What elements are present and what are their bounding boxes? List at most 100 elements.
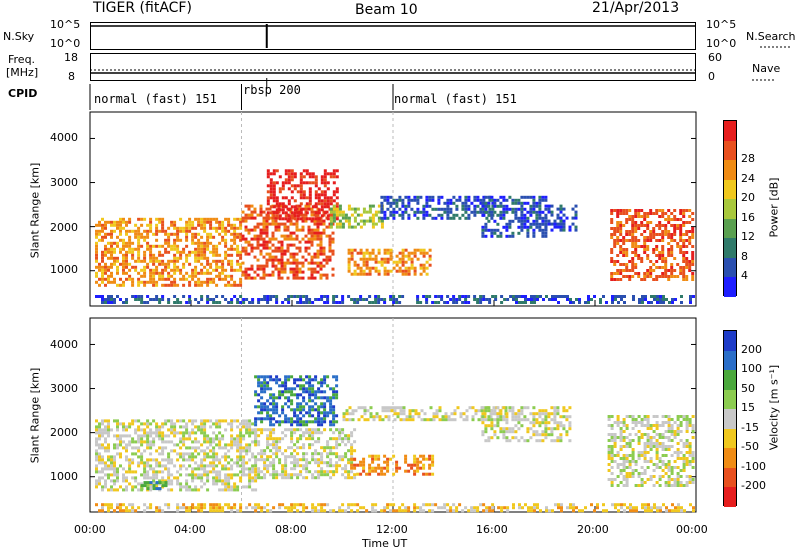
data-cell-velocity xyxy=(452,509,456,513)
data-cell-velocity xyxy=(375,415,379,419)
data-cell-velocity xyxy=(311,393,315,397)
data-cell-power xyxy=(319,234,323,238)
data-cell-power xyxy=(487,204,491,208)
data-cell-velocity xyxy=(227,473,231,477)
data-cell-velocity xyxy=(408,415,412,419)
data-cell-power xyxy=(365,298,369,301)
data-cell-velocity xyxy=(119,464,122,468)
data-cell-power xyxy=(670,233,674,236)
data-cell-power xyxy=(310,243,314,247)
data-cell-power xyxy=(350,207,354,211)
data-cell-power xyxy=(269,181,273,185)
data-cell-velocity xyxy=(254,467,258,471)
data-cell-power xyxy=(134,295,138,298)
data-cell-velocity xyxy=(386,469,390,473)
data-cell-velocity xyxy=(125,485,128,489)
data-cell-velocity xyxy=(155,473,159,477)
data-cell-power xyxy=(535,210,539,214)
data-cell-power xyxy=(437,295,441,298)
data-cell-power xyxy=(244,216,248,220)
data-cell-power xyxy=(179,226,183,230)
data-cell-velocity xyxy=(230,485,234,489)
data-cell-power xyxy=(386,248,390,252)
data-cell-velocity xyxy=(431,472,435,476)
data-cell-power xyxy=(691,278,695,281)
data-cell-power xyxy=(685,266,689,269)
data-cell-power xyxy=(107,301,110,304)
data-cell-velocity xyxy=(514,412,518,416)
data-cell-power xyxy=(383,272,387,276)
data-cell-power xyxy=(295,237,299,241)
data-cell-power xyxy=(679,266,683,269)
data-cell-velocity xyxy=(320,452,324,456)
data-cell-velocity xyxy=(383,506,387,510)
data-cell-power xyxy=(559,219,563,223)
data-cell-power xyxy=(230,298,234,301)
data-cell-power xyxy=(298,261,302,265)
data-cell-velocity xyxy=(416,457,420,461)
data-cell-power xyxy=(467,216,471,220)
data-cell-velocity xyxy=(131,476,135,480)
data-cell-velocity xyxy=(637,436,641,439)
data-cell-power xyxy=(283,228,287,232)
data-cell-power xyxy=(314,190,318,194)
data-cell-power xyxy=(541,216,545,220)
data-cell-power xyxy=(281,187,285,191)
data-cell-power xyxy=(356,272,360,276)
data-cell-power xyxy=(104,223,107,227)
data-cell-power xyxy=(227,280,231,284)
data-cell-power xyxy=(526,231,530,235)
data-cell-velocity xyxy=(649,436,653,439)
data-cell-velocity xyxy=(622,469,626,472)
data-cell-power xyxy=(655,248,659,251)
data-cell-power xyxy=(511,231,515,235)
data-cell-velocity xyxy=(188,473,192,477)
data-cell-velocity xyxy=(284,476,288,480)
data-cell-velocity xyxy=(95,458,98,462)
data-cell-velocity xyxy=(179,482,183,486)
nave-label: Nave xyxy=(752,62,781,75)
data-cell-velocity xyxy=(431,463,435,467)
data-cell-power xyxy=(110,256,113,260)
data-cell-velocity xyxy=(149,481,153,485)
data-cell-velocity xyxy=(194,476,198,480)
data-cell-power xyxy=(616,215,620,218)
data-cell-velocity xyxy=(236,440,240,444)
data-cell-power xyxy=(266,184,270,188)
data-cell-power xyxy=(508,219,512,223)
data-cell-velocity xyxy=(664,445,668,448)
data-cell-velocity xyxy=(640,418,644,421)
data-cell-power xyxy=(416,201,420,205)
data-cell-power xyxy=(359,251,363,255)
data-cell-power xyxy=(613,242,617,245)
data-cell-power xyxy=(640,215,644,218)
data-cell-power xyxy=(262,228,266,232)
data-cell-velocity xyxy=(393,412,397,416)
data-cell-power xyxy=(272,181,276,185)
data-cell-velocity xyxy=(239,446,243,450)
data-cell-velocity xyxy=(146,425,150,429)
data-cell-velocity xyxy=(269,375,273,379)
data-cell-velocity xyxy=(326,473,330,477)
data-cell-velocity xyxy=(607,469,611,472)
data-cell-power xyxy=(316,264,320,268)
data-cell-power xyxy=(167,265,171,269)
data-cell-power xyxy=(481,207,485,211)
data-cell-power xyxy=(244,219,248,223)
data-cell-velocity xyxy=(260,375,264,379)
data-cell-velocity xyxy=(383,454,387,458)
data-cell-power xyxy=(550,228,554,232)
data-cell-power xyxy=(685,221,689,224)
data-cell-velocity xyxy=(263,467,267,471)
data-cell-power xyxy=(265,234,269,238)
data-cell-power xyxy=(125,223,128,227)
data-cell-power xyxy=(650,295,653,298)
data-cell-velocity xyxy=(272,458,276,462)
data-cell-velocity xyxy=(146,481,150,485)
data-cell-power xyxy=(419,301,423,304)
data-cell-power xyxy=(239,235,243,239)
data-cell-velocity xyxy=(631,475,635,478)
data-cell-power xyxy=(119,232,122,236)
data-cell-velocity xyxy=(387,406,391,410)
data-cell-power xyxy=(386,216,390,220)
